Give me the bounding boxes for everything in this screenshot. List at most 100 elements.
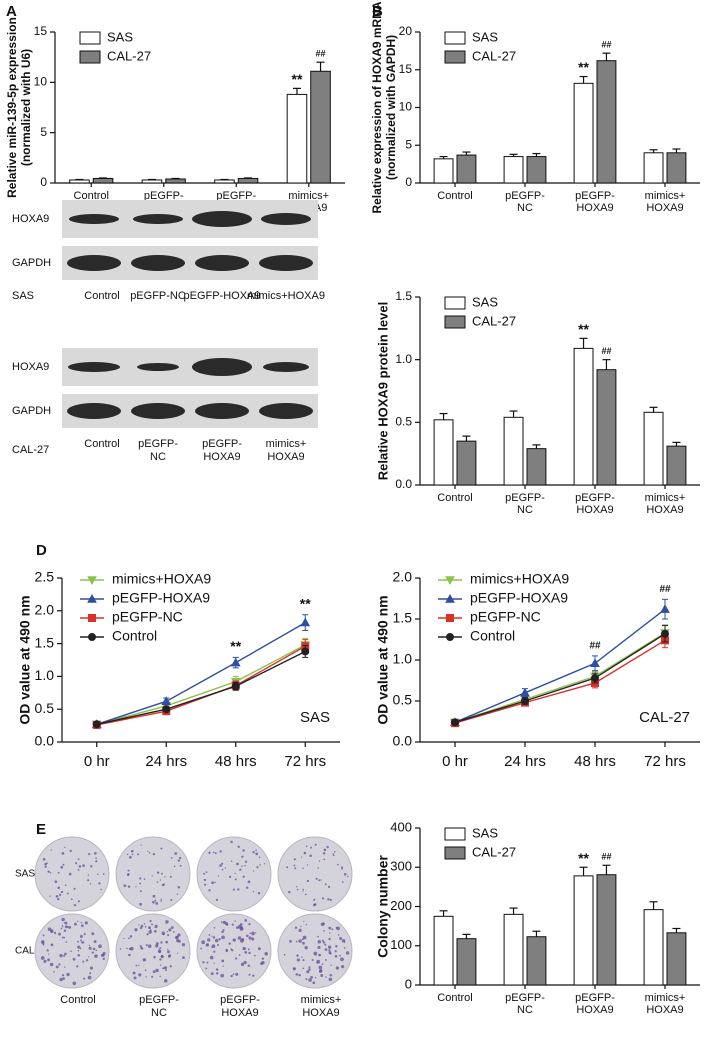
colony-dot — [139, 926, 143, 930]
bar — [433, 419, 454, 486]
colony-dot — [123, 937, 125, 940]
series-line — [96, 622, 306, 725]
colony-dot — [138, 964, 140, 966]
blot-band — [192, 211, 252, 227]
colony-dot — [84, 921, 88, 925]
legend-label: mimics+HOXA9 — [470, 571, 569, 587]
y-tick-label: 400 — [390, 819, 412, 834]
colony-dot — [242, 875, 245, 878]
bar — [526, 156, 547, 184]
blot-band — [131, 403, 185, 419]
colony-dot — [177, 859, 181, 862]
blot-lane-label: pEGFP-NC — [130, 290, 186, 302]
colony-dot — [295, 940, 298, 943]
colony-dot — [144, 969, 147, 972]
colony-dot — [343, 873, 347, 876]
colony-dot — [230, 840, 233, 844]
colony-dot — [48, 953, 50, 955]
colony-dot — [255, 852, 259, 856]
colony-dot — [57, 897, 60, 901]
colony-dot — [162, 933, 165, 936]
colony-dot — [204, 883, 207, 886]
colony-dot — [77, 953, 81, 957]
y-axis-label: OD value at 490 nm — [375, 595, 391, 724]
blot-lane-label: mimics+ — [266, 438, 307, 450]
colony-dot — [126, 873, 130, 876]
colony-dot — [65, 941, 68, 943]
colony-dot — [318, 860, 321, 862]
y-tick-label: 0.0 — [393, 733, 413, 749]
bar — [643, 152, 664, 184]
colony-dot — [93, 852, 97, 855]
y-tick-label: 5 — [40, 125, 47, 139]
y-tick-label: 0.0 — [35, 733, 55, 749]
colony-dot — [83, 977, 86, 980]
colony-dot — [135, 964, 138, 967]
colony-dot — [327, 945, 332, 949]
colony-dot — [219, 850, 222, 853]
colony-dot — [167, 955, 171, 958]
colony-dot — [57, 871, 60, 874]
point — [661, 629, 669, 638]
colony-plate — [115, 836, 191, 912]
colony-dot — [169, 965, 172, 968]
colony-dot — [315, 954, 317, 956]
colony-dot — [201, 940, 206, 945]
bar — [643, 411, 664, 486]
colony-dot — [237, 845, 240, 848]
colony-dot — [240, 962, 245, 967]
colony-row-label: CAL-27 — [15, 946, 49, 957]
colony-dot — [55, 965, 59, 969]
bar — [456, 154, 477, 184]
colony-dot — [49, 962, 54, 967]
colony-dot — [155, 942, 159, 945]
colony-dot — [156, 881, 159, 883]
colony-dot — [63, 936, 66, 939]
colony-dot — [205, 871, 208, 874]
colony-dot — [296, 958, 300, 962]
colony-dot — [148, 926, 152, 930]
legend-label: pEGFP-HOXA9 — [470, 590, 568, 606]
colony-dot — [172, 931, 175, 933]
colony-dot — [303, 851, 307, 855]
colony-dot — [160, 847, 163, 850]
x-tick-label: HOXA9 — [576, 202, 613, 214]
colony-dot — [326, 845, 329, 849]
colony-dot — [235, 972, 239, 976]
legend-label: pEGFP-NC — [112, 609, 183, 625]
colony-dot — [245, 934, 249, 938]
bar — [526, 936, 547, 986]
colony-dot — [155, 968, 159, 973]
colony-dot — [80, 939, 83, 942]
colony-dot — [228, 942, 231, 945]
colony-dot — [230, 948, 232, 950]
legend-swatch — [444, 50, 466, 64]
y-tick-label: 2.0 — [35, 602, 55, 618]
bar — [643, 909, 664, 986]
colony-dot — [64, 952, 67, 956]
colony-dot — [264, 952, 268, 956]
colony-dot — [89, 883, 92, 885]
colony-dot — [81, 941, 85, 944]
colony-dot — [305, 845, 308, 848]
colony-dot — [329, 973, 333, 977]
blot-row-label: HOXA9 — [12, 361, 49, 373]
colony-dot — [69, 849, 72, 853]
colony-dot — [260, 962, 264, 965]
colony-dot — [159, 958, 162, 961]
colony-dot — [217, 875, 220, 877]
colony-dot — [323, 858, 326, 861]
x-tick-label: mimics+ — [645, 992, 686, 1004]
colony-dot — [213, 927, 216, 929]
legend-marker — [445, 593, 455, 603]
x-tick-label: HOXA9 — [576, 504, 613, 516]
colony-dot — [238, 954, 241, 956]
colony-dot — [152, 900, 155, 904]
point — [590, 658, 600, 667]
colony-dot — [247, 948, 250, 951]
colony-dot — [164, 876, 166, 878]
colony-dot — [295, 886, 298, 888]
colony-dot — [313, 951, 318, 956]
colony-dot — [340, 957, 344, 962]
